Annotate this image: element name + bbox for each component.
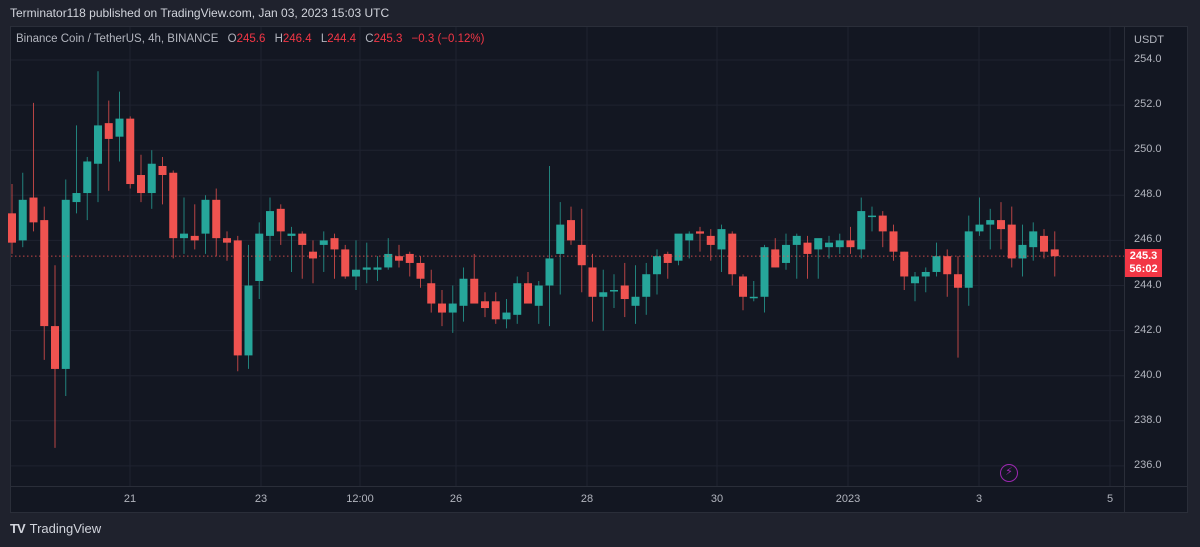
tradingview-mark-icon: TV bbox=[10, 521, 26, 536]
time-tick: 26 bbox=[449, 493, 463, 505]
ohlc-legend: Binance Coin / TetherUS, 4h, BINANCE O24… bbox=[16, 33, 484, 45]
price-tick: 240.0 bbox=[1134, 368, 1162, 381]
time-tick: 2023 bbox=[835, 493, 861, 505]
price-tick: 242.0 bbox=[1134, 323, 1162, 336]
price-tick: 244.0 bbox=[1134, 278, 1162, 291]
low-value: 244.4 bbox=[327, 33, 357, 45]
time-tick: 28 bbox=[580, 493, 594, 505]
time-tick: 3 bbox=[975, 493, 983, 505]
price-tick: 236.0 bbox=[1134, 458, 1162, 471]
tradingview-logo[interactable]: TV TradingView bbox=[10, 521, 101, 536]
last-price-tag: 245.3 56:02 bbox=[1125, 249, 1162, 277]
time-tick: 23 bbox=[254, 493, 268, 505]
lightning-icon[interactable]: ⚡︎ bbox=[1000, 464, 1018, 482]
symbol-title: Binance Coin / TetherUS, 4h, BINANCE bbox=[16, 33, 219, 45]
open-value: 245.6 bbox=[236, 33, 266, 45]
brand-name: TradingView bbox=[29, 521, 102, 536]
chart-pane[interactable] bbox=[10, 26, 1188, 513]
high-label: H bbox=[274, 33, 283, 45]
price-tick: 246.0 bbox=[1134, 233, 1162, 246]
time-tick: 30 bbox=[710, 493, 724, 505]
low-label: L bbox=[320, 33, 328, 45]
price-tick: 252.0 bbox=[1134, 98, 1162, 111]
price-tick: 250.0 bbox=[1134, 143, 1162, 156]
price-tick: 248.0 bbox=[1134, 188, 1162, 201]
change-value: −0.3 (−0.12%) bbox=[411, 33, 485, 45]
price-tick: 238.0 bbox=[1134, 413, 1162, 426]
last-price-value: 245.3 bbox=[1129, 250, 1158, 262]
time-tick: 5 bbox=[1106, 493, 1114, 505]
open-label: O bbox=[227, 33, 237, 45]
time-tick: 12:00 bbox=[346, 493, 374, 505]
bar-countdown: 56:02 bbox=[1129, 263, 1158, 275]
close-label: C bbox=[365, 33, 374, 45]
high-value: 246.4 bbox=[282, 33, 312, 45]
time-tick: 21 bbox=[123, 493, 137, 505]
price-tick: 254.0 bbox=[1134, 53, 1162, 65]
close-value: 245.3 bbox=[373, 33, 403, 45]
published-caption: Terminator118 published on TradingView.c… bbox=[10, 6, 390, 20]
currency-label: USDT bbox=[1134, 34, 1164, 46]
